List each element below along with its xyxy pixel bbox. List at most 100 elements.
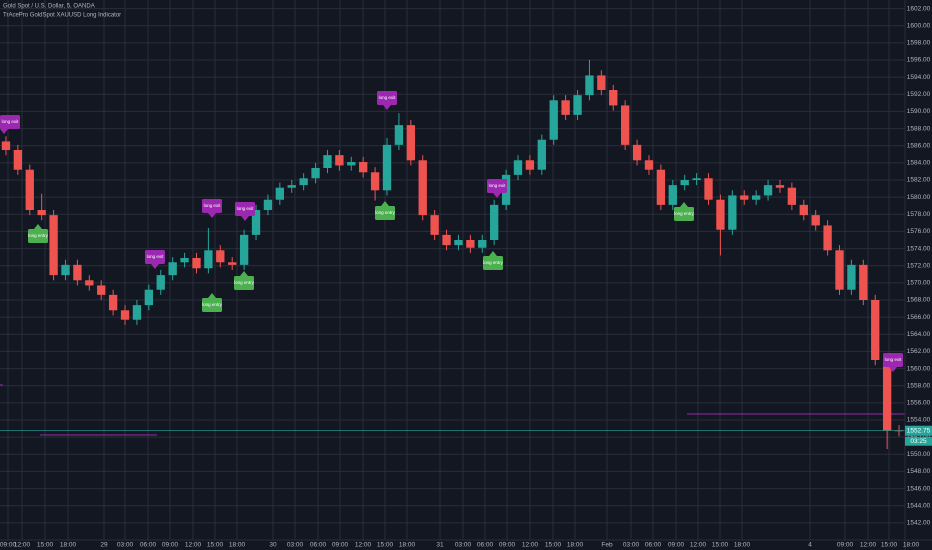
candle-body xyxy=(728,195,737,230)
x-tick-label: 03:00 xyxy=(623,542,640,549)
candle-body xyxy=(73,264,82,281)
x-tick-label: 18:00 xyxy=(399,542,416,549)
candle-body xyxy=(275,187,285,200)
x-tick-label: 18:00 xyxy=(903,542,920,549)
countdown: 03:25 xyxy=(910,438,927,445)
candle-body xyxy=(382,144,392,191)
x-tick-label: 12:00 xyxy=(14,542,31,549)
y-tick-label: 1590.00 xyxy=(907,108,931,115)
x-tick-label: 18:00 xyxy=(229,542,246,549)
candle-body xyxy=(644,160,654,170)
price-label: 1552.75 xyxy=(907,427,931,434)
x-tick-label: 4 xyxy=(808,542,812,549)
candle-body xyxy=(144,289,154,306)
candle-body xyxy=(406,125,415,161)
y-tick-label: 1548.00 xyxy=(907,468,931,475)
grid xyxy=(0,0,905,540)
candle-body xyxy=(811,215,820,226)
candle-body xyxy=(692,178,701,180)
candle-body xyxy=(847,264,856,290)
x-tick-label: 31 xyxy=(436,542,444,549)
candle-body xyxy=(156,275,165,290)
y-tick-label: 1582.00 xyxy=(907,177,931,184)
candle-body xyxy=(632,144,642,161)
exit-marker xyxy=(0,115,20,129)
x-tick-label: 06:00 xyxy=(477,542,494,549)
candle-body xyxy=(370,172,380,191)
candle-body xyxy=(573,95,582,115)
exit-marker xyxy=(487,179,507,193)
y-tick-label: 1564.00 xyxy=(907,331,931,338)
entry-marker xyxy=(674,207,694,221)
signal-label: long entry xyxy=(674,211,695,216)
candle-body xyxy=(597,75,606,90)
y-tick-label: 1600.00 xyxy=(907,22,931,29)
signal-label: long exit xyxy=(204,203,222,208)
x-tick-label: 15:00 xyxy=(545,542,562,549)
y-tick-label: 1574.00 xyxy=(907,245,931,252)
marker-pointer xyxy=(383,105,391,110)
candle-body xyxy=(263,199,273,210)
y-tick-label: 1596.00 xyxy=(907,57,931,64)
entry-marker xyxy=(483,256,503,270)
candle-body xyxy=(763,185,773,196)
y-tick-label: 1578.00 xyxy=(907,211,931,218)
candle-body xyxy=(537,139,546,170)
x-tick-label: 06:00 xyxy=(310,542,327,549)
candle-body xyxy=(347,162,356,166)
candle-body xyxy=(716,199,725,230)
y-tick-label: 1598.00 xyxy=(907,40,931,47)
y-tick-label: 1544.00 xyxy=(907,502,931,509)
x-tick-label: 03:00 xyxy=(455,542,472,549)
y-tick-label: 1560.00 xyxy=(907,365,931,372)
x-tick-label: 15:00 xyxy=(37,542,54,549)
candle-body xyxy=(311,168,320,179)
marker-pointer xyxy=(34,224,42,229)
x-tick-label: 06:00 xyxy=(645,542,662,549)
indicator-name: TrAcePro GoldSpot XAUUSD Long Indicator xyxy=(3,13,121,19)
x-tick-label: 12:00 xyxy=(522,542,539,549)
candle-body xyxy=(394,125,404,145)
candles xyxy=(0,60,905,450)
chart-title: Gold Spot / U.S. Dollar, 5, OANDA xyxy=(3,4,95,10)
candle-body xyxy=(859,264,868,300)
entry-marker xyxy=(375,206,395,220)
signal-label: long entry xyxy=(483,260,504,265)
candle-body xyxy=(620,105,630,145)
x-tick-label: 18:00 xyxy=(60,542,77,549)
candle-body xyxy=(882,360,892,431)
y-tick-label: 1558.00 xyxy=(907,382,931,389)
candle-body xyxy=(680,180,689,186)
candle-body xyxy=(668,185,677,205)
candle-body xyxy=(239,234,249,265)
y-tick-label: 1602.00 xyxy=(907,5,931,12)
candle-body xyxy=(287,185,296,188)
entry-marker xyxy=(28,229,48,243)
x-tick-label: 09:00 xyxy=(332,542,349,549)
x-tick-label: 09:00 xyxy=(668,542,685,549)
candle-body xyxy=(251,210,261,235)
y-tick-label: 1586.00 xyxy=(907,142,931,149)
candle-body xyxy=(704,178,713,200)
entry-marker xyxy=(202,298,222,312)
candle-body xyxy=(13,150,23,170)
candle-body xyxy=(108,294,118,311)
marker-pointer xyxy=(241,216,249,221)
marker-pointer xyxy=(240,271,248,276)
x-tick-label: 18:00 xyxy=(734,542,751,549)
candle-body xyxy=(418,160,427,216)
price-label-box xyxy=(905,425,932,436)
x-tick-label: 09:00 xyxy=(162,542,179,549)
marker-pointer xyxy=(208,213,216,218)
candle-body xyxy=(561,100,570,115)
candle-body xyxy=(335,155,344,166)
exit-marker xyxy=(377,91,397,105)
marker-pointer xyxy=(493,193,501,198)
y-tick-label: 1562.00 xyxy=(907,348,931,355)
candle-body xyxy=(120,310,130,320)
candle-body xyxy=(525,160,535,170)
signal-label: long exit xyxy=(379,95,397,100)
y-tick-label: 1554.00 xyxy=(907,417,931,424)
